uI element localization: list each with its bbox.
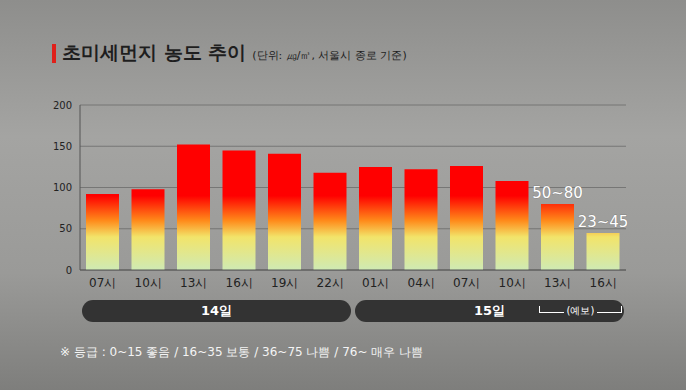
svg-text:50~80: 50~80 [532, 184, 583, 202]
svg-text:200: 200 [53, 100, 72, 111]
html-text:초미세먼지 농도 추이 (단위: ㎍/㎥, 서울시 종로 기: 초미세먼지 농도 추이 (단위: ㎍/㎥, 서울시 종로 기준) [62, 41, 407, 63]
svg-text:16시: 16시 [226, 276, 253, 290]
svg-text:150: 150 [53, 141, 72, 152]
html-text:(예보): (예보) [566, 305, 595, 316]
svg-text:50: 50 [59, 223, 72, 234]
svg-text:13시: 13시 [544, 276, 571, 290]
svg-text:10시: 10시 [499, 276, 526, 290]
svg-text:23~45: 23~45 [578, 213, 629, 231]
svg-text:07시: 07시 [89, 276, 116, 290]
html-text:15일: 15일 [474, 303, 505, 318]
html-text:14일: 14일 [201, 303, 232, 318]
svg-text:22시: 22시 [317, 276, 344, 290]
svg-text:01시: 01시 [362, 276, 389, 290]
svg-text:13시: 13시 [180, 276, 207, 290]
html-text:※ 등급 : 0~15 좋음 / 16~35 보통 / 36: ※ 등급 : 0~15 좋음 / 16~35 보통 / 36~75 나쁨 / 7… [60, 345, 424, 359]
svg-text:0: 0 [66, 265, 72, 276]
svg-text:16시: 16시 [590, 276, 617, 290]
svg-text:04시: 04시 [408, 276, 435, 290]
svg-text:100: 100 [53, 182, 72, 193]
svg-text:10시: 10시 [135, 276, 162, 290]
svg-text:07시: 07시 [453, 276, 480, 290]
svg-text:19시: 19시 [271, 276, 298, 290]
